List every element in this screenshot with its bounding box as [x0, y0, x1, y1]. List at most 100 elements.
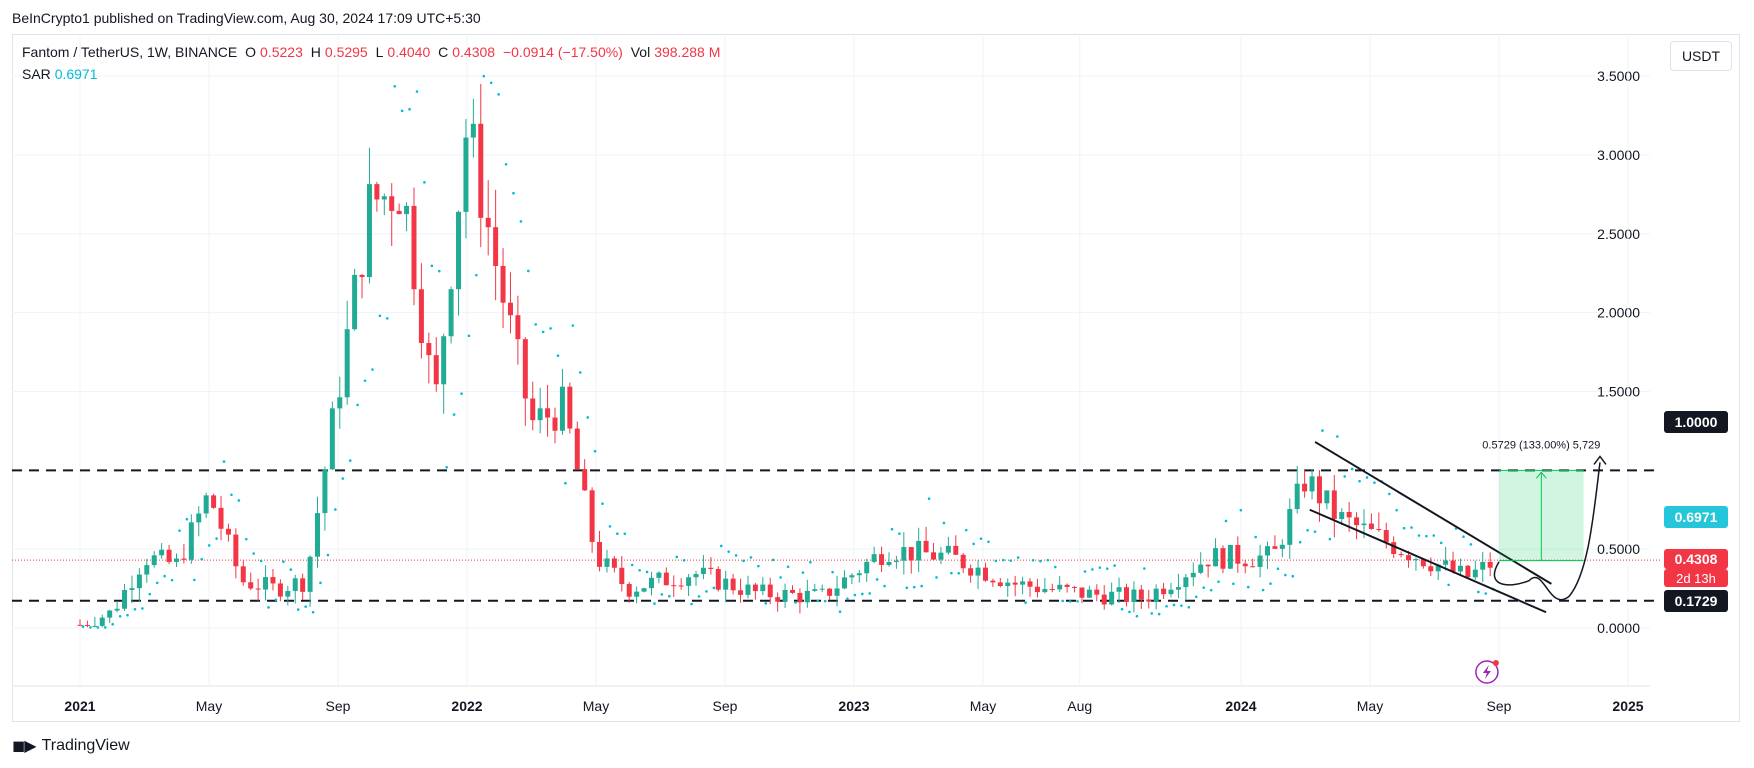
candle-body[interactable]	[263, 577, 269, 590]
candle-body[interactable]	[782, 589, 788, 602]
candle-body[interactable]	[589, 490, 595, 542]
candle-body[interactable]	[1257, 555, 1263, 567]
candle-body[interactable]	[634, 591, 640, 597]
candle-body[interactable]	[1101, 594, 1107, 605]
candle-body[interactable]	[1190, 572, 1196, 578]
candle-body[interactable]	[233, 534, 239, 567]
candle-body[interactable]	[344, 329, 350, 398]
candle-body[interactable]	[1161, 588, 1167, 595]
candle-body[interactable]	[908, 547, 914, 561]
candle-body[interactable]	[641, 588, 647, 592]
candle-body[interactable]	[173, 558, 179, 562]
candle-body[interactable]	[1064, 584, 1070, 587]
candle-body[interactable]	[797, 592, 803, 603]
candle-body[interactable]	[1331, 490, 1337, 519]
candle-body[interactable]	[1302, 483, 1308, 492]
candle-body[interactable]	[604, 558, 610, 567]
candle-body[interactable]	[92, 625, 98, 627]
candle-body[interactable]	[597, 541, 603, 567]
candle-body[interactable]	[827, 588, 833, 596]
candle-body[interactable]	[1465, 565, 1471, 578]
candle-body[interactable]	[1272, 546, 1278, 549]
candle-body[interactable]	[366, 184, 372, 278]
candle-body[interactable]	[1457, 565, 1463, 572]
candle-body[interactable]	[1235, 544, 1241, 564]
candle-body[interactable]	[975, 567, 981, 576]
candle-body[interactable]	[1376, 529, 1382, 531]
candle-body[interactable]	[931, 552, 937, 560]
candle-body[interactable]	[1324, 490, 1330, 504]
candle-body[interactable]	[1413, 559, 1419, 561]
candle-body[interactable]	[300, 578, 306, 592]
candle-body[interactable]	[404, 205, 410, 215]
candle-body[interactable]	[901, 547, 907, 561]
candle-body[interactable]	[693, 574, 699, 578]
sar-label[interactable]: SAR	[22, 66, 51, 82]
candle-body[interactable]	[752, 584, 758, 592]
candle-body[interactable]	[1383, 530, 1389, 543]
candle-body[interactable]	[982, 567, 988, 581]
candle-body[interactable]	[433, 355, 439, 385]
candle-body[interactable]	[203, 495, 209, 514]
candle-body[interactable]	[819, 588, 825, 590]
candle-body[interactable]	[1227, 544, 1233, 569]
candle-body[interactable]	[166, 549, 172, 562]
candle-body[interactable]	[708, 567, 714, 570]
candle-body[interactable]	[1049, 588, 1055, 590]
candle-body[interactable]	[1309, 476, 1315, 492]
candle-body[interactable]	[760, 584, 766, 592]
candle-body[interactable]	[1079, 587, 1085, 598]
candle-body[interactable]	[648, 577, 654, 589]
candle-body[interactable]	[456, 211, 462, 290]
projection-curve[interactable]	[1493, 462, 1601, 601]
candle-body[interactable]	[552, 417, 558, 431]
candle-body[interactable]	[1242, 563, 1248, 567]
tradingview-logo[interactable]: ◼▶ TradingView	[12, 736, 130, 756]
candle-body[interactable]	[1265, 546, 1271, 556]
currency-button[interactable]: USDT	[1670, 41, 1732, 71]
candle-body[interactable]	[240, 566, 246, 583]
candle-body[interactable]	[1005, 582, 1011, 587]
candle-body[interactable]	[686, 577, 692, 586]
candle-body[interactable]	[270, 577, 276, 584]
candle-body[interactable]	[500, 265, 506, 303]
candle-body[interactable]	[619, 567, 625, 585]
candle-body[interactable]	[129, 588, 135, 591]
candle-body[interactable]	[448, 289, 454, 337]
candle-body[interactable]	[411, 205, 417, 290]
candle-body[interactable]	[1346, 512, 1352, 518]
candle-body[interactable]	[841, 577, 847, 589]
candle-body[interactable]	[968, 568, 974, 576]
candle-body[interactable]	[1361, 523, 1367, 526]
candle-body[interactable]	[515, 315, 521, 340]
candle-body[interactable]	[1109, 591, 1115, 605]
candle-body[interactable]	[1042, 588, 1048, 593]
candle-body[interactable]	[1472, 569, 1478, 578]
candle-body[interactable]	[626, 584, 632, 597]
candle-body[interactable]	[812, 589, 818, 591]
candle-body[interactable]	[107, 610, 113, 618]
candle-body[interactable]	[663, 572, 669, 586]
candle-body[interactable]	[122, 590, 128, 609]
candle-body[interactable]	[537, 408, 543, 421]
candle-body[interactable]	[1131, 589, 1137, 602]
candle-body[interactable]	[84, 624, 90, 627]
candle-body[interactable]	[804, 590, 810, 603]
candle-body[interactable]	[315, 513, 321, 557]
candle-body[interactable]	[938, 552, 944, 560]
candle-body[interactable]	[1279, 544, 1285, 549]
candle-body[interactable]	[470, 123, 476, 138]
candle-body[interactable]	[225, 528, 231, 535]
candle-body[interactable]	[871, 554, 877, 562]
candle-body[interactable]	[136, 574, 142, 589]
candle-body[interactable]	[1406, 555, 1412, 561]
candle-body[interactable]	[960, 554, 966, 569]
candle-body[interactable]	[1398, 554, 1404, 556]
candle-body[interactable]	[738, 590, 744, 595]
candle-body[interactable]	[359, 274, 365, 278]
candle-body[interactable]	[1027, 581, 1033, 587]
candle-body[interactable]	[790, 589, 796, 593]
candle-body[interactable]	[864, 561, 870, 574]
candle-body[interactable]	[730, 578, 736, 591]
